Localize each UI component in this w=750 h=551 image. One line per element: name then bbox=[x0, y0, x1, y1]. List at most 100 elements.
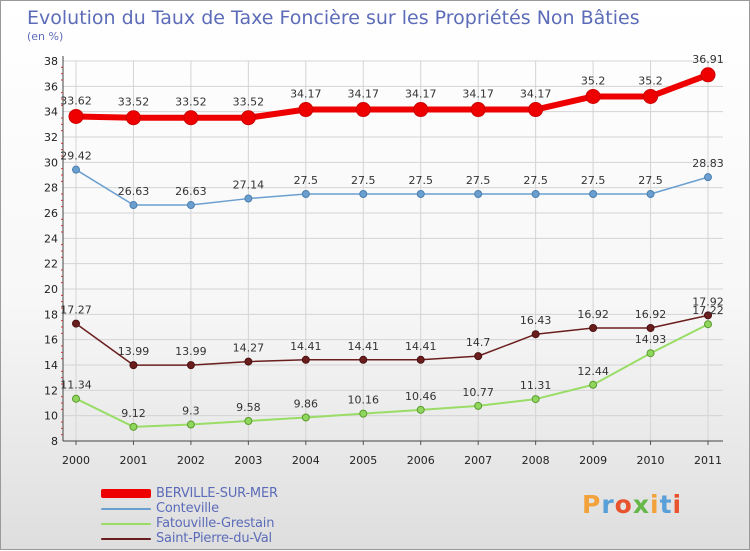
data-point bbox=[531, 190, 540, 198]
data-label: 13.99 bbox=[118, 345, 150, 358]
data-label: 27.5 bbox=[351, 174, 376, 187]
y-tick-label: 26 bbox=[44, 207, 58, 220]
x-tick-label: 2005 bbox=[349, 454, 377, 467]
data-point bbox=[700, 67, 716, 83]
x-tick-label: 2002 bbox=[177, 454, 205, 467]
x-tick-label: 2001 bbox=[119, 454, 147, 467]
logo-letter: i bbox=[672, 490, 683, 519]
logo-letter: r bbox=[601, 490, 615, 519]
data-label: 14.41 bbox=[405, 340, 437, 353]
y-tick-label: 12 bbox=[44, 384, 58, 397]
data-label: 14.93 bbox=[635, 333, 667, 346]
y-tick-label: 10 bbox=[44, 410, 58, 423]
legend: BERVILLE-SUR-MER Conteville Fatouville-Gre… bbox=[101, 486, 278, 546]
data-point bbox=[589, 324, 598, 333]
data-point bbox=[72, 165, 80, 174]
data-point bbox=[416, 355, 425, 364]
data-point bbox=[359, 190, 368, 198]
data-label: 9.58 bbox=[236, 401, 261, 414]
data-point bbox=[186, 201, 195, 210]
data-label: 33.52 bbox=[175, 96, 207, 109]
data-point bbox=[704, 320, 712, 329]
x-tick-label: 2000 bbox=[62, 454, 90, 467]
data-label: 16.92 bbox=[635, 308, 667, 321]
y-tick-label: 36 bbox=[44, 80, 58, 93]
data-label: 16.92 bbox=[577, 308, 609, 321]
data-point bbox=[474, 352, 483, 361]
series-layer bbox=[68, 67, 716, 431]
data-label: 17.27 bbox=[60, 304, 92, 317]
data-label: 27.14 bbox=[233, 179, 265, 192]
y-tick-label: 32 bbox=[44, 131, 58, 144]
logo-letter: o bbox=[614, 490, 633, 519]
legend-item: Conteville bbox=[101, 501, 278, 516]
data-point bbox=[125, 110, 141, 126]
logo-letter: i bbox=[650, 490, 660, 519]
data-point bbox=[646, 349, 655, 358]
x-tick-label: 2003 bbox=[234, 454, 262, 467]
y-tick-label: 8 bbox=[51, 435, 58, 448]
data-point bbox=[186, 361, 195, 370]
proxiti-logo: Proxiti bbox=[582, 490, 682, 519]
data-label: 26.63 bbox=[175, 185, 207, 198]
data-label: 27.5 bbox=[581, 174, 606, 187]
data-label: 14.27 bbox=[233, 342, 265, 355]
data-point bbox=[301, 355, 310, 364]
data-labels-layer: 33.62 33.52 33.52 33.52 34.17 34.17 34.17 34.17… bbox=[60, 53, 724, 420]
data-point bbox=[531, 395, 540, 404]
data-label: 27.5 bbox=[638, 174, 663, 187]
data-label: 27.5 bbox=[408, 174, 433, 187]
data-point bbox=[359, 409, 368, 418]
data-label: 27.5 bbox=[294, 174, 319, 187]
data-label: 33.52 bbox=[233, 96, 265, 109]
data-point bbox=[589, 380, 598, 389]
data-point bbox=[244, 416, 253, 425]
legend-label: Conteville bbox=[156, 501, 219, 516]
legend-item: BERVILLE-SUR-MER bbox=[101, 486, 278, 501]
data-point bbox=[301, 190, 310, 198]
data-point bbox=[470, 102, 486, 118]
x-tick-label: 2009 bbox=[579, 454, 607, 467]
legend-label: Fatouville-Grestain bbox=[156, 516, 275, 531]
data-point bbox=[355, 102, 371, 118]
y-tick-label: 16 bbox=[44, 334, 58, 347]
data-label: 33.52 bbox=[118, 96, 150, 109]
x-tick-label: 2008 bbox=[522, 454, 550, 467]
series-line-1 bbox=[75, 168, 709, 206]
data-point bbox=[244, 357, 253, 366]
data-label: 33.62 bbox=[60, 94, 92, 107]
series-line-3 bbox=[75, 314, 709, 366]
legend-item: Fatouville-Grestain bbox=[101, 516, 278, 531]
data-point bbox=[528, 102, 544, 118]
x-tick-label: 2011 bbox=[694, 454, 722, 467]
data-label: 26.63 bbox=[118, 185, 150, 198]
data-label: 14.41 bbox=[348, 340, 380, 353]
axes-layer: 8 10 12 14 16 18 20 22 24 26 28 30 32 34 36 38 2000 2001 2… bbox=[44, 55, 723, 467]
series-line-2 bbox=[75, 323, 709, 428]
y-tick-label: 34 bbox=[44, 106, 58, 119]
data-label: 36.91 bbox=[692, 53, 724, 66]
data-point bbox=[240, 110, 256, 126]
data-label: 17.22 bbox=[692, 304, 724, 317]
y-tick-label: 30 bbox=[44, 156, 58, 169]
data-label: 35.2 bbox=[638, 74, 663, 87]
data-point bbox=[704, 173, 712, 182]
data-point bbox=[301, 413, 310, 422]
data-label: 11.31 bbox=[520, 379, 552, 392]
data-point bbox=[704, 311, 712, 320]
data-point bbox=[183, 110, 199, 126]
data-point bbox=[186, 420, 195, 429]
data-point bbox=[416, 405, 425, 414]
data-label: 34.17 bbox=[348, 88, 380, 101]
data-label: 9.3 bbox=[182, 405, 200, 418]
legend-item: Saint-Pierre-du-Val bbox=[101, 531, 278, 546]
y-tick-label: 38 bbox=[44, 55, 58, 68]
data-label: 12.44 bbox=[577, 365, 609, 378]
y-tick-label: 22 bbox=[44, 258, 58, 271]
data-label: 13.99 bbox=[175, 345, 207, 358]
data-point bbox=[129, 201, 138, 210]
data-label: 10.46 bbox=[405, 390, 437, 403]
data-label: 34.17 bbox=[462, 88, 494, 101]
x-tick-label: 2007 bbox=[464, 454, 492, 467]
y-tick-label: 14 bbox=[44, 359, 58, 372]
